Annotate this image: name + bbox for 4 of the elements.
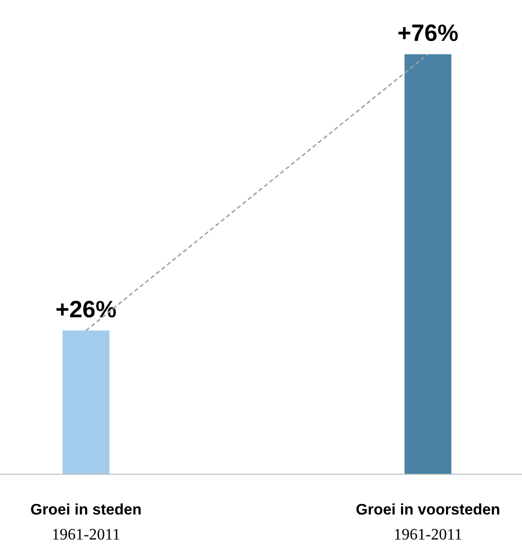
data-label: +76% (398, 24, 458, 42)
data-label: +26% (56, 300, 116, 318)
x-tick-label: Groei in voorsteden 1961-2011 (356, 503, 500, 540)
x-tick-label: Groei in steden 1961-2011 (31, 503, 141, 540)
